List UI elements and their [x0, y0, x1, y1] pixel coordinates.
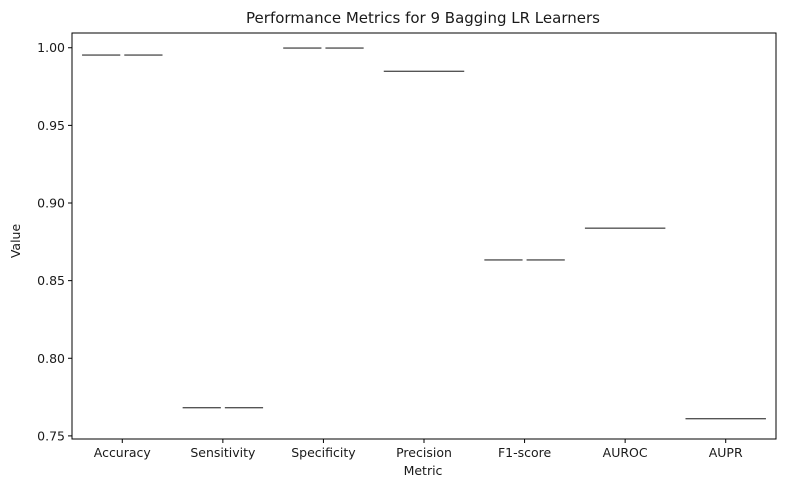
y-tick-label: 0.95 [37, 118, 65, 133]
x-tick-label: AUROC [603, 445, 648, 460]
x-tick-label: F1-score [498, 445, 552, 460]
y-tick-label: 1.00 [37, 40, 65, 55]
y-tick-label: 0.85 [37, 273, 65, 288]
chart-title: Performance Metrics for 9 Bagging LR Lea… [246, 9, 600, 27]
x-axis-label: Metric [404, 463, 443, 478]
x-tick-label: Precision [396, 445, 452, 460]
plot-area: 0.75 0.80 0.85 0.90 0.95 1.00 Accuracy Sensitiv… [37, 32, 777, 460]
plot-frame [71, 32, 777, 440]
x-tick-label: Specificity [291, 445, 356, 460]
y-tick-label: 0.75 [37, 428, 65, 443]
y-tick-label: 0.90 [37, 196, 65, 211]
x-tick-label: Accuracy [94, 445, 152, 460]
x-tick-label: Sensitivity [190, 445, 256, 460]
y-tick-label: 0.80 [37, 351, 65, 366]
x-tick-label: AUPR [709, 445, 743, 460]
y-axis-label: Value [8, 224, 23, 259]
